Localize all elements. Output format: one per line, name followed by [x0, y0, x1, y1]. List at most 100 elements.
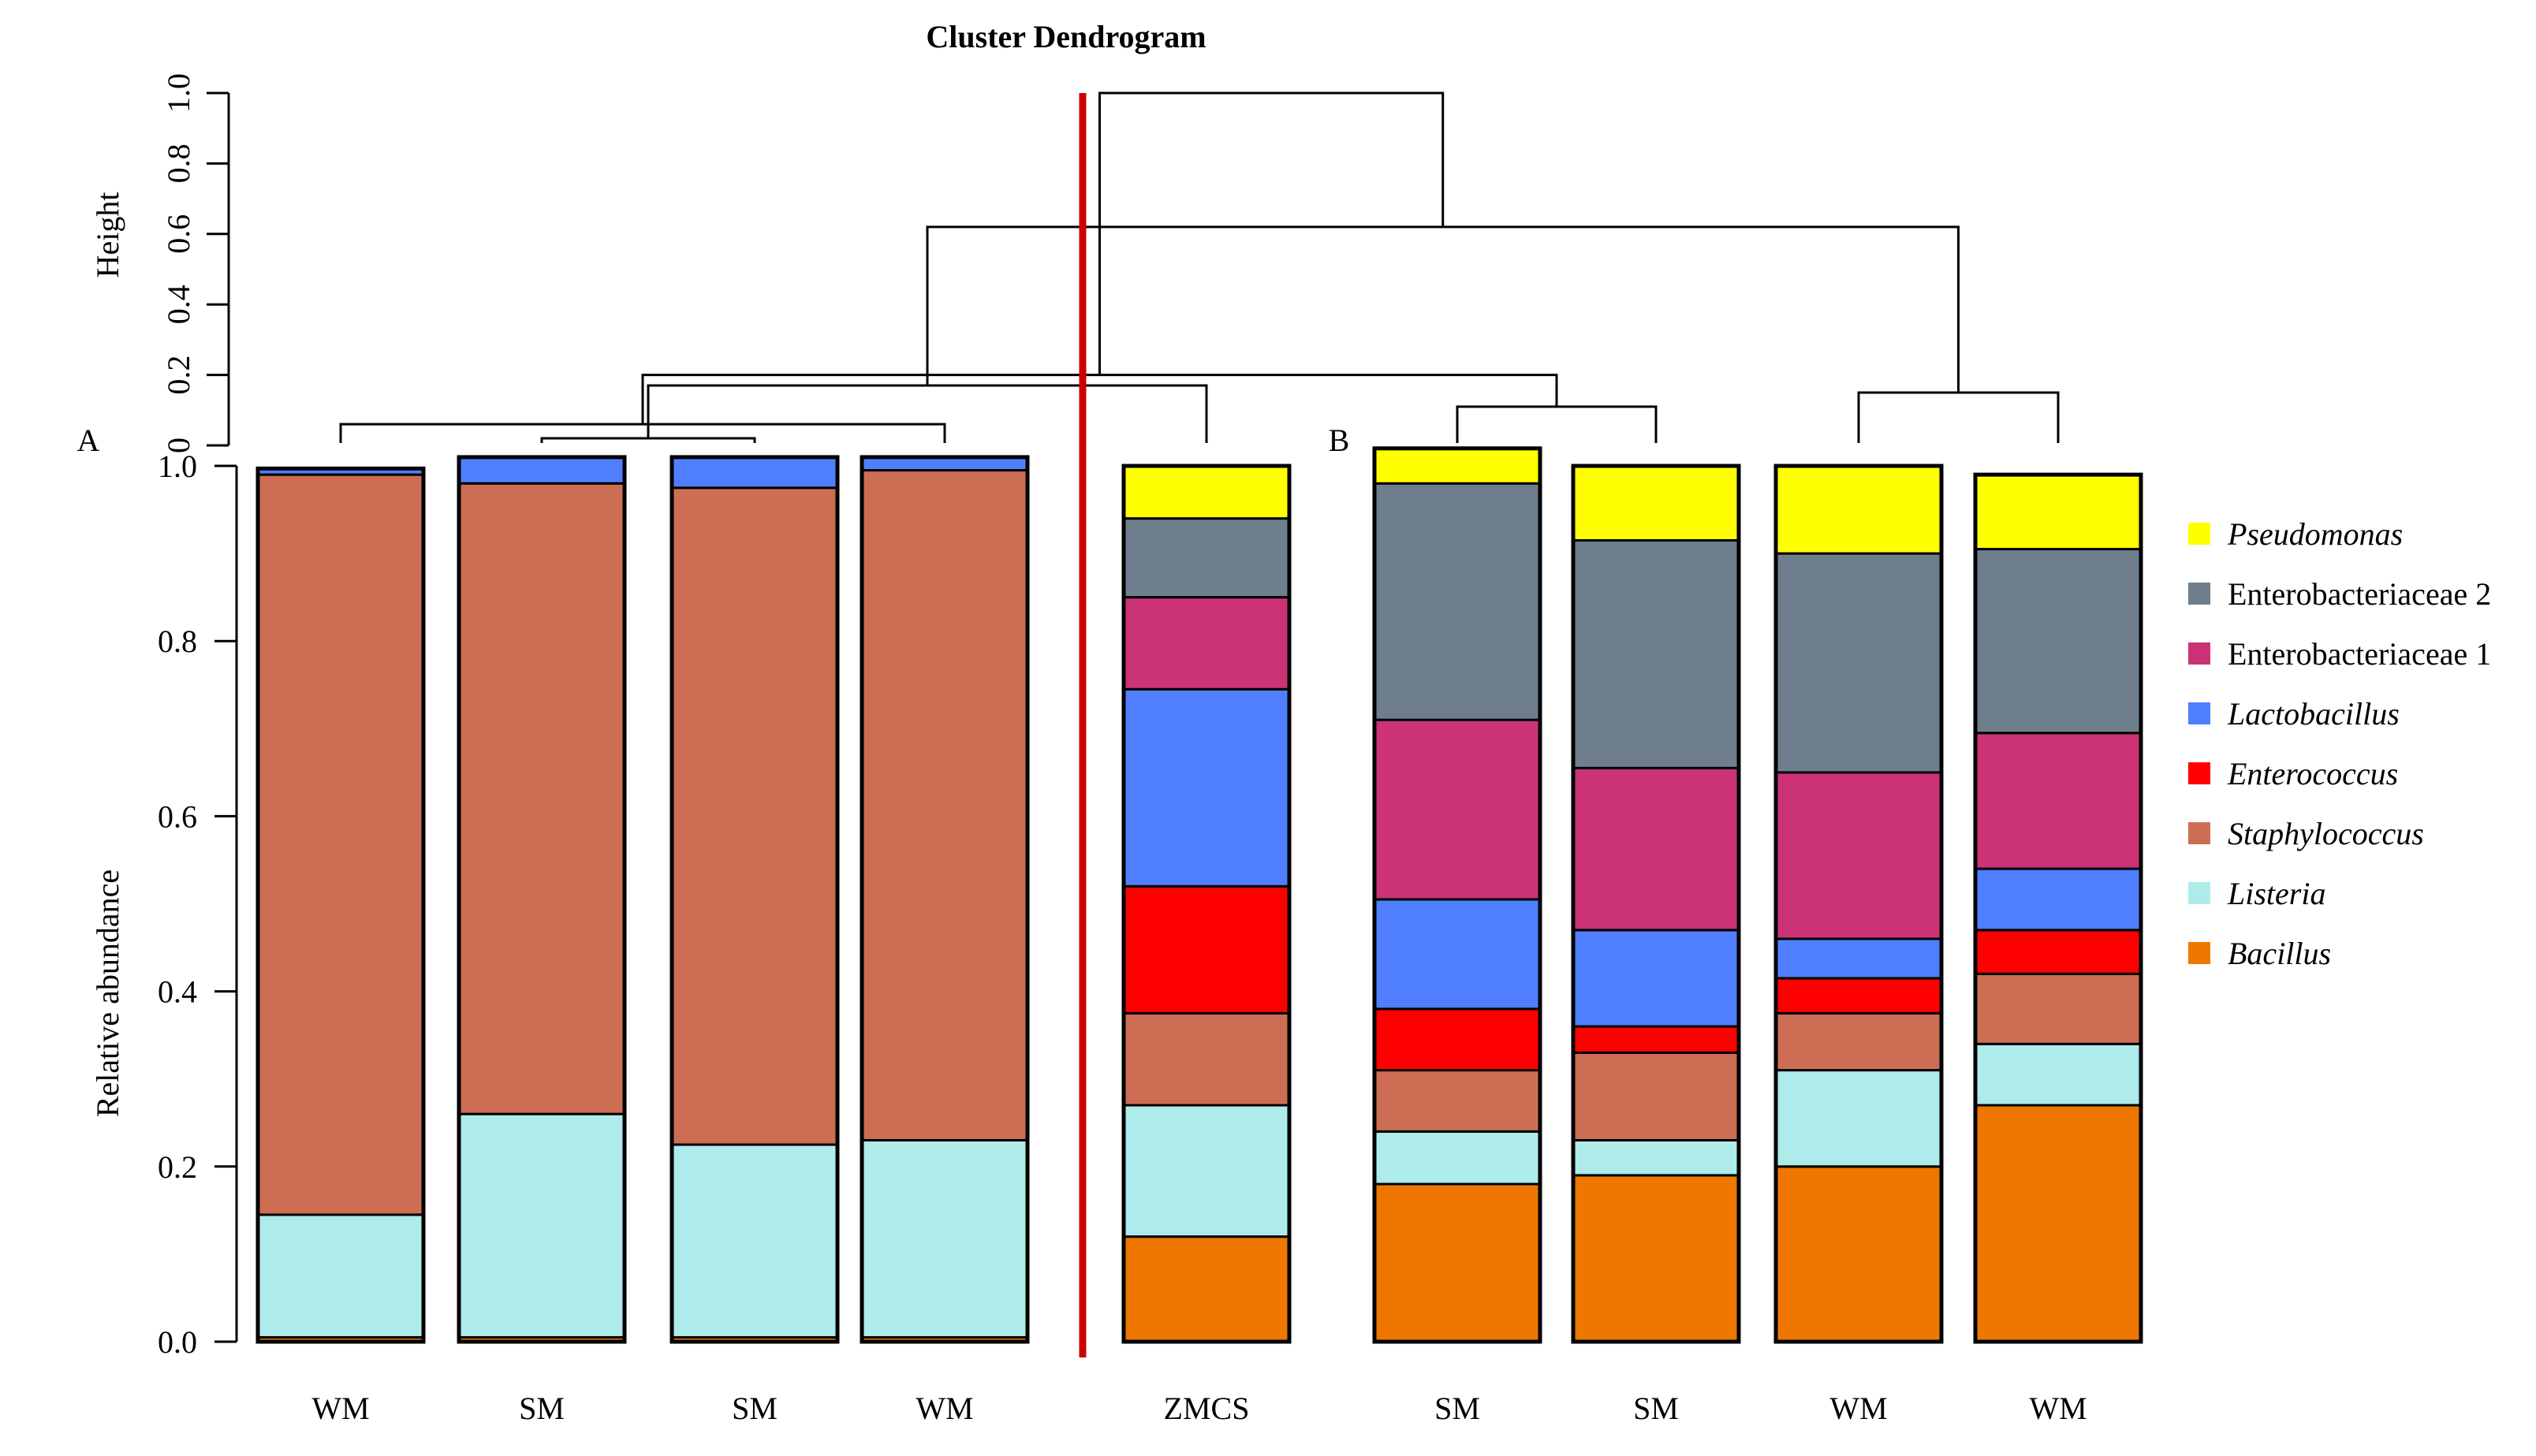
bars-tick-label: 0.4 — [158, 974, 197, 1010]
bar-column — [1121, 464, 1292, 1344]
bar-segment — [1373, 1182, 1542, 1343]
bar-segment — [1572, 1138, 1740, 1177]
bar-segment — [1974, 473, 2143, 551]
legend-item: Enterococcus — [2188, 756, 2398, 791]
dendrogram-branch — [1456, 405, 1658, 443]
bar-segment — [1774, 1165, 1943, 1343]
bar-segment — [256, 473, 425, 1216]
bar-segment — [860, 469, 1029, 1141]
dendrogram-y-axis: 0 0.2 0.4 0.6 0.8 1.0 — [161, 73, 230, 453]
bar-segment — [1373, 718, 1542, 901]
bar-segment — [1774, 937, 1943, 980]
bar-column — [1372, 446, 1542, 1344]
bar-segment — [1373, 1069, 1542, 1133]
x-axis-label: WM — [916, 1391, 973, 1426]
bar-segment — [670, 456, 839, 490]
bar-column — [1773, 464, 1944, 1344]
bar-outline — [1571, 464, 1741, 1344]
bar-segment — [1122, 687, 1291, 888]
legend: Pseudomonas Enterobacteriaceae 2 Enterobac… — [2188, 516, 2491, 971]
bar-segment — [1774, 771, 1943, 940]
dendrogram-tick-label: 0.8 — [161, 143, 196, 183]
x-axis-label: SM — [1434, 1391, 1480, 1426]
cluster-label-a: A — [77, 423, 100, 458]
bar-outline — [457, 455, 627, 1344]
legend-label: Pseudomonas — [2227, 516, 2403, 552]
legend-item: Pseudomonas — [2188, 516, 2403, 552]
bar-segment — [1774, 977, 1943, 1015]
dendrogram-tick-label: 0.2 — [161, 356, 196, 395]
bars-tick-label: 1.0 — [158, 449, 197, 484]
bar-column — [860, 455, 1030, 1344]
dendrogram-tick-label: 0.4 — [161, 285, 196, 324]
legend-swatch — [2188, 523, 2210, 545]
bar-segment — [1572, 929, 1740, 1028]
bar-segment — [1774, 552, 1943, 774]
bar-outline — [255, 466, 426, 1344]
legend-swatch — [2188, 822, 2210, 844]
bar-segment — [457, 456, 626, 485]
bar-segment — [1572, 538, 1740, 769]
bars-y-axis: 0.0 0.2 0.4 0.6 0.8 1.0 — [158, 449, 238, 1360]
dendrogram-branch — [1098, 91, 1445, 375]
bar-outline — [1372, 446, 1542, 1344]
bar-segment — [1572, 1025, 1740, 1054]
bar-segment — [1122, 884, 1291, 1015]
legend-item: Listeria — [2188, 876, 2325, 911]
bar-segment — [457, 1112, 626, 1339]
bar-segment — [1572, 1051, 1740, 1141]
legend-swatch — [2188, 882, 2210, 904]
legend-item: Enterobacteriaceae 2 — [2188, 576, 2491, 612]
bar-outline — [1121, 464, 1292, 1344]
dendrogram-branch — [647, 384, 1208, 443]
bar-segment — [1774, 1069, 1943, 1168]
legend-item: Bacillus — [2188, 936, 2331, 971]
legend-swatch — [2188, 942, 2210, 964]
bar-segment — [1122, 517, 1291, 599]
legend-item: Enterobacteriaceae 1 — [2188, 636, 2491, 672]
legend-label: Listeria — [2227, 876, 2325, 911]
x-axis-label: SM — [519, 1391, 565, 1426]
x-axis-label: SM — [732, 1391, 778, 1426]
legend-label: Enterobacteriaceae 2 — [2228, 576, 2491, 612]
x-axis-label: ZMCS — [1164, 1391, 1250, 1426]
bar-outline — [860, 455, 1030, 1344]
dendrogram-y-axis-label: Height — [90, 192, 125, 278]
bar-segment — [1572, 1174, 1740, 1343]
legend-label: Enterobacteriaceae 1 — [2228, 636, 2491, 672]
bar-segment — [860, 1138, 1029, 1339]
bar-segment — [1974, 732, 2143, 870]
dendrogram-tree — [339, 91, 2060, 443]
legend-label: Lactobacillus — [2227, 696, 2400, 732]
dendrogram-branch — [1857, 391, 2060, 443]
x-axis-label: WM — [2029, 1391, 2087, 1426]
dendrogram-tick-label: 0.6 — [161, 214, 196, 254]
bar-segment — [1122, 596, 1291, 691]
dendrogram-branch — [641, 374, 1558, 425]
dendrogram-title: Cluster Dendrogram — [926, 19, 1206, 54]
legend-swatch — [2188, 583, 2210, 605]
bar-outline — [1973, 472, 2143, 1344]
bar-outline — [669, 455, 840, 1344]
bar-segment — [256, 1213, 425, 1339]
dendrogram-tick-label: 0 — [161, 438, 196, 453]
dendrogram-branch — [339, 423, 946, 443]
bar-column — [1973, 472, 2143, 1344]
x-axis-label: SM — [1633, 1391, 1679, 1426]
x-axis-label: WM — [1829, 1391, 1887, 1426]
legend-label: Bacillus — [2228, 936, 2331, 971]
dendrogram-branch — [540, 437, 756, 443]
bar-column — [669, 455, 840, 1344]
x-axis-label: WM — [311, 1391, 369, 1426]
bar-column — [255, 466, 426, 1344]
bar-segment — [1974, 1042, 2143, 1107]
bar-column — [457, 455, 627, 1344]
bar-segment — [1774, 464, 1943, 555]
bar-segment — [1974, 1104, 2143, 1343]
bar-segment — [1373, 1007, 1542, 1072]
bars-tick-label: 0.0 — [158, 1324, 197, 1360]
bar-segment — [1122, 464, 1291, 520]
bar-segment — [1373, 1130, 1542, 1186]
bar-segment — [1572, 766, 1740, 932]
